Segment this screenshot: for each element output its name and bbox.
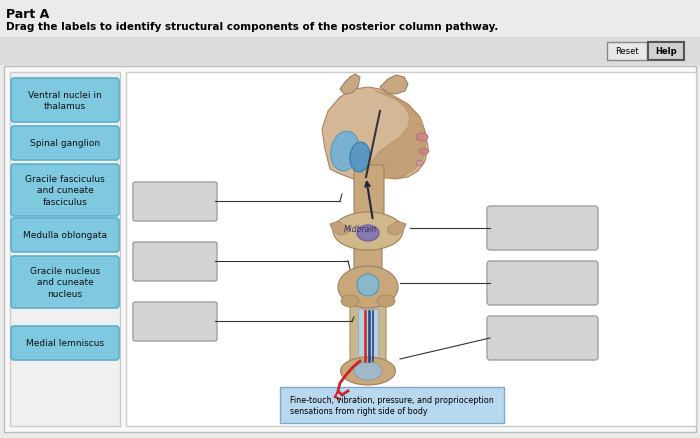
FancyBboxPatch shape	[133, 243, 217, 281]
FancyBboxPatch shape	[648, 43, 684, 61]
Ellipse shape	[350, 143, 370, 173]
FancyBboxPatch shape	[11, 256, 119, 308]
FancyBboxPatch shape	[11, 127, 119, 161]
Ellipse shape	[416, 161, 424, 166]
FancyBboxPatch shape	[11, 165, 119, 216]
Ellipse shape	[333, 212, 403, 251]
Ellipse shape	[354, 362, 382, 380]
Text: Help: Help	[655, 47, 677, 57]
Polygon shape	[330, 222, 348, 236]
Text: Gracile nucleus
and cuneate
nucleus: Gracile nucleus and cuneate nucleus	[30, 267, 100, 298]
Text: Drag the labels to identify structural components of the posterior column pathwa: Drag the labels to identify structural c…	[6, 22, 498, 32]
Polygon shape	[368, 92, 426, 182]
Polygon shape	[340, 75, 360, 95]
FancyBboxPatch shape	[10, 73, 120, 426]
Text: Gracile fasciculus
and cuneate
fasciculus: Gracile fasciculus and cuneate fasciculu…	[25, 175, 105, 206]
Polygon shape	[322, 88, 428, 182]
Text: Ventral nuclei in
thalamus: Ventral nuclei in thalamus	[28, 91, 102, 111]
FancyBboxPatch shape	[133, 183, 217, 222]
FancyBboxPatch shape	[133, 302, 217, 341]
Text: Part A: Part A	[6, 8, 49, 21]
FancyBboxPatch shape	[0, 38, 700, 66]
Text: Medial lemniscus: Medial lemniscus	[26, 339, 104, 348]
Text: Reset: Reset	[615, 47, 639, 57]
FancyBboxPatch shape	[607, 43, 647, 61]
Ellipse shape	[377, 295, 395, 307]
Text: Spinal ganglion: Spinal ganglion	[30, 139, 100, 148]
FancyBboxPatch shape	[487, 316, 598, 360]
Polygon shape	[380, 76, 408, 95]
Polygon shape	[388, 222, 406, 236]
FancyBboxPatch shape	[487, 207, 598, 251]
Text: Medulla oblongata: Medulla oblongata	[23, 231, 107, 240]
FancyBboxPatch shape	[126, 73, 696, 426]
Text: Fine-touch, vibration, pressure, and proprioception
sensations from right side o: Fine-touch, vibration, pressure, and pro…	[290, 396, 494, 415]
FancyBboxPatch shape	[350, 305, 386, 367]
Ellipse shape	[341, 295, 359, 307]
Ellipse shape	[357, 274, 379, 297]
FancyBboxPatch shape	[280, 387, 504, 423]
Ellipse shape	[338, 266, 398, 308]
Ellipse shape	[357, 226, 379, 241]
FancyBboxPatch shape	[487, 261, 598, 305]
Text: Midbrain: Midbrain	[344, 225, 377, 234]
FancyBboxPatch shape	[354, 166, 384, 225]
FancyBboxPatch shape	[11, 219, 119, 252]
FancyBboxPatch shape	[11, 326, 119, 360]
Ellipse shape	[416, 134, 428, 141]
FancyBboxPatch shape	[354, 248, 382, 276]
FancyBboxPatch shape	[358, 309, 378, 363]
Ellipse shape	[331, 132, 359, 171]
Ellipse shape	[419, 148, 429, 155]
FancyBboxPatch shape	[4, 67, 696, 432]
FancyBboxPatch shape	[11, 79, 119, 123]
Ellipse shape	[340, 357, 395, 385]
